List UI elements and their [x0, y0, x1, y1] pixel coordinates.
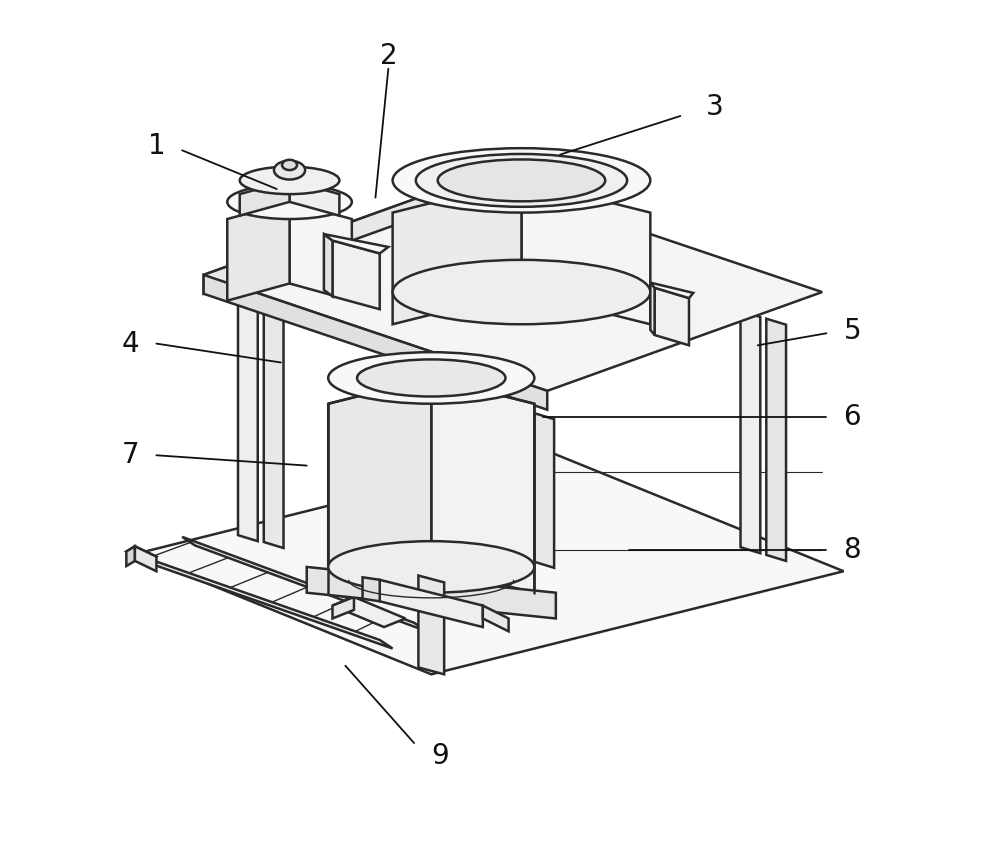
Text: 8: 8: [843, 536, 861, 564]
Polygon shape: [650, 283, 655, 335]
Ellipse shape: [328, 352, 534, 404]
Polygon shape: [328, 378, 431, 593]
Polygon shape: [380, 580, 483, 627]
Polygon shape: [290, 180, 339, 216]
Polygon shape: [204, 275, 547, 410]
Polygon shape: [126, 546, 156, 562]
Polygon shape: [264, 307, 284, 548]
Polygon shape: [332, 597, 406, 627]
Polygon shape: [332, 597, 354, 618]
Polygon shape: [534, 413, 554, 568]
Ellipse shape: [357, 359, 505, 397]
Polygon shape: [290, 202, 352, 301]
Polygon shape: [238, 299, 258, 541]
Polygon shape: [324, 235, 388, 253]
Text: 2: 2: [380, 42, 397, 70]
Polygon shape: [135, 451, 844, 674]
Ellipse shape: [416, 154, 627, 207]
Polygon shape: [509, 405, 528, 560]
Text: 4: 4: [122, 330, 139, 357]
Polygon shape: [440, 214, 460, 456]
Polygon shape: [135, 554, 393, 649]
Polygon shape: [135, 546, 156, 571]
Polygon shape: [332, 241, 380, 309]
Polygon shape: [655, 288, 689, 345]
Polygon shape: [363, 577, 380, 601]
Text: 9: 9: [431, 742, 449, 770]
Polygon shape: [521, 180, 650, 324]
Ellipse shape: [328, 541, 534, 593]
Polygon shape: [240, 180, 290, 216]
Ellipse shape: [282, 160, 297, 170]
Ellipse shape: [240, 167, 339, 194]
Text: 1: 1: [148, 132, 165, 160]
Polygon shape: [204, 176, 822, 391]
Text: 3: 3: [706, 94, 724, 121]
Polygon shape: [324, 235, 332, 296]
Polygon shape: [741, 311, 760, 553]
Polygon shape: [126, 546, 135, 566]
Polygon shape: [431, 378, 534, 593]
Polygon shape: [483, 606, 509, 631]
Polygon shape: [307, 567, 556, 618]
Text: 6: 6: [843, 403, 861, 430]
Polygon shape: [204, 176, 479, 294]
Polygon shape: [414, 206, 434, 448]
Text: 5: 5: [843, 317, 861, 344]
Polygon shape: [393, 180, 521, 324]
Polygon shape: [182, 537, 427, 631]
Ellipse shape: [274, 161, 305, 180]
Ellipse shape: [438, 160, 605, 201]
Text: 7: 7: [122, 442, 139, 469]
Polygon shape: [418, 576, 444, 674]
Ellipse shape: [393, 148, 650, 212]
Polygon shape: [650, 283, 693, 298]
Ellipse shape: [393, 259, 650, 324]
Polygon shape: [227, 202, 290, 301]
Polygon shape: [766, 319, 786, 561]
Ellipse shape: [227, 185, 352, 219]
